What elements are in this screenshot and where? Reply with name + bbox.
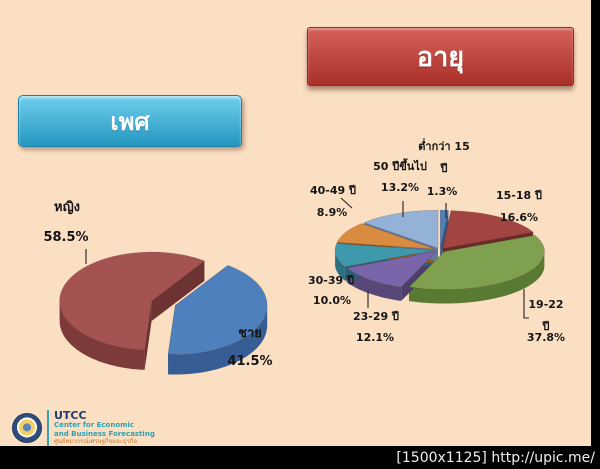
utcc-logo: UTCC Center for Economic and Business Fo…	[12, 408, 155, 447]
slice-percent: 13.2%	[380, 181, 420, 194]
slice-label: 40-49 ปี	[310, 184, 356, 197]
slice-label: ต่ำกว่า 15 ปี	[418, 140, 470, 175]
pie-slice-side	[440, 210, 449, 263]
gender-title: เพศ	[110, 107, 150, 136]
slice-percent: 10.0%	[312, 294, 352, 307]
utcc-emblem-icon	[12, 413, 42, 443]
slice-percent: 12.1%	[355, 331, 395, 344]
pie-slice-ชาย	[167, 265, 268, 355]
age-title: อายุ	[416, 42, 465, 73]
slice-percent: 8.9%	[316, 206, 348, 219]
logo-org: UTCC	[54, 408, 87, 422]
pie-slice-50 ปีขึ้นไป	[363, 209, 439, 249]
slice-percent: 1.3%	[426, 185, 458, 198]
pie-slice-side	[409, 251, 545, 304]
image-size-caption: [1500x1125] http://upic.me/	[396, 449, 595, 466]
slice-percent: 16.6%	[499, 211, 539, 224]
pie-slice-23-29 ปี	[345, 250, 438, 288]
gender-title-banner: เพศ	[18, 95, 242, 147]
slice-percent: 37.8%	[526, 331, 566, 344]
age-title-banner: อายุ	[307, 27, 574, 86]
pie-slice-side	[144, 301, 152, 370]
slice-label: 23-29 ปี	[353, 310, 399, 323]
slice-label: หญิง	[54, 200, 80, 215]
slice-percent: 58.5%	[43, 230, 89, 245]
utcc-logo-text: UTCC Center for Economic and Business Fo…	[47, 408, 155, 447]
slice-label: 50 ปีขึ้นไป	[373, 160, 427, 173]
pie-slice-ต่ำกว่า 15 ปี	[439, 209, 449, 249]
slice-label: 15-18 ปี	[496, 189, 542, 202]
slide: อายุ เพศ ชาย 41.5% หญิง 58.5% ต่ำกว่า 15 ปี 1…	[0, 0, 591, 447]
leader-line	[523, 289, 529, 319]
pie-slice-19-22 ปี	[408, 234, 545, 290]
slice-label: 19-22 ปี	[528, 298, 564, 333]
pie-slice-side	[168, 304, 268, 375]
pie-slice-side	[151, 260, 205, 321]
pie-slice-side	[335, 249, 345, 281]
pie-slice-40-49 ปี	[336, 223, 436, 250]
slice-percent: 41.5%	[227, 354, 273, 369]
pie-slice-side	[59, 300, 145, 370]
pie-slice-30-39 ปี	[334, 243, 436, 268]
logo-thai-line: ศูนย์พยากรณ์เศรษฐกิจและธุรกิจ	[54, 438, 137, 446]
pie-slice-หญิง	[59, 251, 206, 351]
caption-bar: [1500x1125] http://upic.me/	[0, 446, 600, 469]
leader-line	[340, 197, 353, 209]
logo-line-1: Center for Economic	[54, 421, 134, 430]
slice-label: ชาย	[238, 326, 262, 341]
logo-line-2: and Business Forecasting	[54, 429, 155, 438]
pie-slice-15-18 ปี	[442, 210, 534, 249]
slice-label: 30-39 ปี	[308, 274, 354, 287]
